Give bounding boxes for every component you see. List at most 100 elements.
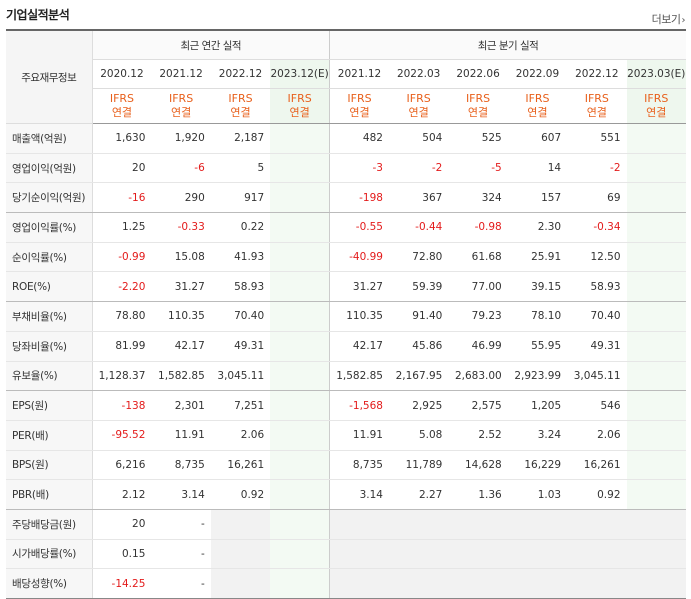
table-cell: 546: [567, 390, 627, 421]
row-label: 배당성향(%): [6, 568, 93, 599]
table-cell: [626, 123, 686, 154]
table-cell: [329, 568, 389, 599]
table-cell: [448, 539, 508, 570]
table-cell: [626, 420, 686, 451]
period-header: 2021.12: [329, 59, 389, 89]
table-cell: 2.06: [210, 420, 271, 451]
chevron-right-icon: ›: [681, 15, 686, 26]
ifrs-badge: IFRS 연결: [507, 88, 568, 124]
table-cell: 290: [151, 182, 211, 214]
section-header: 기업실적분석 더보기›: [0, 0, 691, 30]
table-cell: 77.00: [448, 271, 508, 303]
table-cell: 11.91: [151, 420, 211, 451]
consolidated-label: 연결: [527, 106, 548, 119]
table-cell: 61.68: [448, 242, 508, 273]
table-cell: 2,167.95: [388, 361, 449, 392]
table-cell: 2,923.99: [507, 361, 568, 392]
table-cell: [210, 539, 271, 570]
table-cell: 5: [210, 153, 271, 184]
table-cell: -2: [388, 153, 449, 184]
table-cell: [448, 568, 508, 599]
table-cell: 1,582.85: [151, 361, 211, 392]
table-cell: [329, 509, 389, 540]
table-cell: 2.27: [388, 479, 449, 510]
table-row: ROE(%) -2.20 31.27 58.93 31.27 59.39 77.00 39.1…: [6, 271, 686, 303]
table-cell: [270, 450, 330, 481]
table-cell: [626, 271, 686, 303]
table-cell: 3,045.11: [210, 361, 271, 392]
annual-group-header: 최근 연간 실적: [92, 29, 330, 60]
table-row: 매출액(억원) 1,630 1,920 2,187 482 504 525 607 551: [6, 123, 686, 154]
table-cell: 504: [388, 123, 449, 154]
table-cell: 482: [329, 123, 389, 154]
table-cell: 55.95: [507, 331, 568, 362]
table-cell: [626, 539, 686, 570]
more-link[interactable]: 더보기›: [652, 11, 686, 27]
table-cell: [626, 509, 686, 540]
table-cell: [270, 301, 330, 332]
table-cell: 2.52: [448, 420, 508, 451]
table-cell: 39.15: [507, 271, 568, 303]
row-label: 당기순이익(억원): [6, 182, 93, 214]
table-cell: 0.15: [92, 539, 152, 570]
row-label: 영업이익(억원): [6, 153, 93, 184]
table-cell: -0.34: [567, 212, 627, 243]
table-cell: 110.35: [151, 301, 211, 332]
table-cell: -198: [329, 182, 389, 214]
table-cell: 70.40: [567, 301, 627, 332]
table-cell: -0.44: [388, 212, 449, 243]
table-cell: -3: [329, 153, 389, 184]
table-cell: 607: [507, 123, 568, 154]
table-cell: [567, 509, 627, 540]
table-cell: [388, 509, 449, 540]
ifrs-label: IFRS: [584, 92, 609, 105]
table-cell: [270, 479, 330, 510]
consolidated-label: 연결: [408, 106, 429, 119]
row-label: 시가배당률(%): [6, 539, 93, 570]
table-cell: [388, 539, 449, 570]
table-cell: 58.93: [567, 271, 627, 303]
table-cell: [626, 390, 686, 421]
table-cell: 0.92: [210, 479, 271, 510]
table-row: 영업이익(억원) 20 -6 5 -3 -2 -5 14 -2: [6, 153, 686, 184]
ifrs-label: IFRS: [644, 92, 669, 105]
table-cell: 11.91: [329, 420, 389, 451]
ifrs-badge: IFRS 연결: [329, 88, 389, 124]
table-cell: 324: [448, 182, 508, 214]
row-label: 부채비율(%): [6, 301, 93, 332]
table-body: 매출액(억원) 1,630 1,920 2,187 482 504 525 607 551 영업이…: [6, 123, 686, 599]
table-cell: [270, 271, 330, 303]
table-cell: [210, 568, 271, 599]
table-cell: -0.99: [92, 242, 152, 273]
table-cell: 2.12: [92, 479, 152, 510]
table-cell: 110.35: [329, 301, 389, 332]
period-header: 2020.12: [92, 59, 152, 89]
table-cell: [270, 539, 330, 570]
table-cell: [270, 390, 330, 421]
ifrs-badge: IFRS 연결: [388, 88, 449, 124]
ifrs-label: IFRS: [347, 92, 372, 105]
table-cell: -: [151, 509, 211, 540]
table-cell: [270, 361, 330, 392]
table-cell: 2,301: [151, 390, 211, 421]
table-cell: 14: [507, 153, 568, 184]
table-cell: 5.08: [388, 420, 449, 451]
table-cell: 917: [210, 182, 271, 214]
table-cell: 45.86: [388, 331, 449, 362]
table-cell: [626, 153, 686, 184]
table-cell: 157: [507, 182, 568, 214]
table-cell: 11,789: [388, 450, 449, 481]
table-row: 당좌비율(%) 81.99 42.17 49.31 42.17 45.86 46.99 55.…: [6, 331, 686, 362]
table-cell: [626, 182, 686, 214]
table-cell: [507, 539, 568, 570]
table-cell: 2,187: [210, 123, 271, 154]
table-cell: -1,568: [329, 390, 389, 421]
table-cell: 79.23: [448, 301, 508, 332]
row-label: 주당배당금(원): [6, 509, 93, 540]
table-cell: 1,920: [151, 123, 211, 154]
table-row: 시가배당률(%) 0.15-: [6, 539, 686, 570]
consolidated-label: 연결: [289, 106, 310, 119]
financial-summary-table: 주요재무정보 최근 연간 실적 최근 분기 실적 2020.12 2021.12 2…: [6, 29, 686, 599]
table-row: 주당배당금(원) 20-: [6, 509, 686, 540]
table-cell: 1.36: [448, 479, 508, 510]
